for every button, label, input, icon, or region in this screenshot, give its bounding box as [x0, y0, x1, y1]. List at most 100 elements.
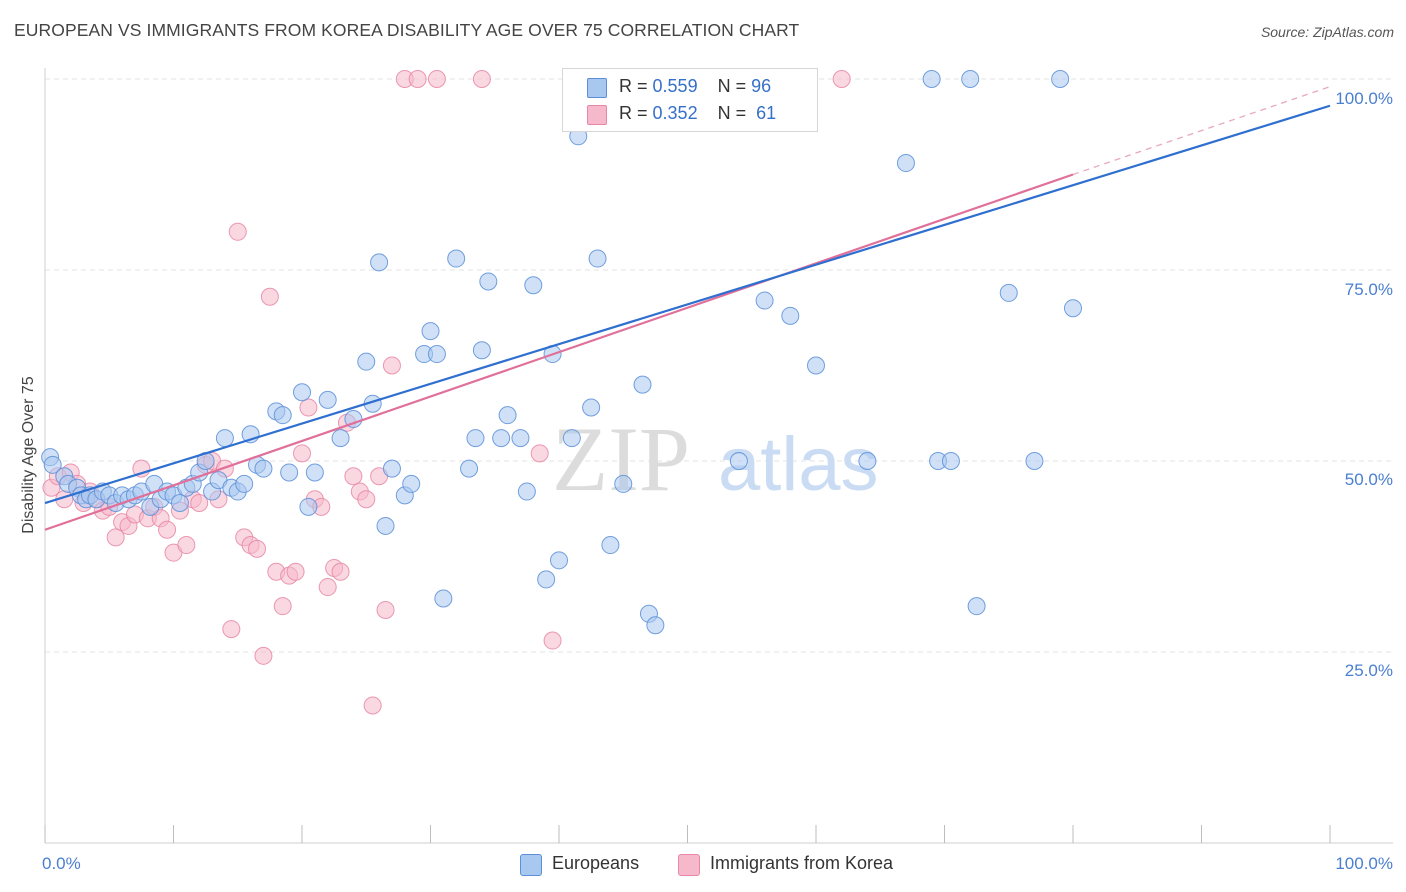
- europeans-point: [43, 455, 62, 474]
- y-axis-title: Disability Age Over 75: [20, 376, 37, 534]
- europeans-point: [273, 406, 292, 425]
- y-tick-label: 50.0%: [1345, 470, 1393, 489]
- korea-points: [42, 70, 851, 715]
- legend-r-value: 0.559: [652, 76, 698, 96]
- korea-point: [408, 70, 427, 88]
- legend-r-label: R =: [619, 76, 648, 96]
- legend-swatch-korea: [587, 105, 607, 125]
- legend-n-value: 96: [751, 76, 772, 96]
- legend-n-value: 61: [756, 103, 777, 123]
- europeans-point: [755, 291, 774, 310]
- tick-labels: 25.0% 50.0% 75.0% 100.0% 0.0% 100.0%: [42, 89, 1393, 873]
- legend-n-label: N =: [717, 103, 747, 123]
- europeans-point: [633, 375, 652, 394]
- legend-swatch-europeans: [587, 78, 607, 98]
- europeans-point: [562, 429, 581, 448]
- europeans-point: [402, 474, 421, 493]
- europeans-point: [498, 406, 517, 425]
- korea-point: [543, 631, 562, 650]
- legend-swatch-europeans: [520, 854, 542, 876]
- europeans-point: [582, 398, 601, 417]
- europeans-point: [729, 452, 748, 470]
- europeans-point: [460, 459, 479, 478]
- korea-point: [427, 70, 446, 88]
- korea-point: [260, 287, 279, 306]
- europeans-point: [517, 482, 536, 501]
- europeans-point: [524, 276, 543, 295]
- y-tick-label: 25.0%: [1345, 661, 1393, 680]
- korea-point: [106, 528, 125, 547]
- europeans-point: [1064, 299, 1082, 318]
- korea-point: [254, 646, 273, 665]
- europeans-point: [967, 597, 986, 616]
- legend-swatch-korea: [678, 854, 700, 876]
- stats-legend: R = 0.559 N = 96 R = 0.352 N = 61: [562, 68, 818, 132]
- europeans-point: [235, 474, 254, 493]
- gridlines: [45, 78, 1393, 653]
- korea-point: [286, 562, 305, 581]
- korea-point: [376, 600, 395, 619]
- europeans-point: [646, 616, 665, 635]
- europeans-point: [293, 383, 311, 402]
- europeans-point: [1051, 70, 1070, 88]
- europeans-point: [170, 494, 189, 513]
- europeans-point: [299, 497, 318, 516]
- korea-point: [293, 444, 311, 463]
- europeans-point: [357, 352, 376, 371]
- europeans-point: [331, 429, 350, 448]
- korea-trend-extension: [1072, 86, 1331, 176]
- europeans-point: [941, 452, 960, 470]
- europeans-points: [41, 70, 1082, 635]
- series-legend: Europeans Immigrants from Korea: [0, 852, 1406, 878]
- chart-source: Source: ZipAtlas.com: [1260, 24, 1394, 40]
- korea-point: [248, 539, 267, 558]
- korea-point: [190, 494, 209, 513]
- europeans-point: [421, 322, 440, 341]
- legend-n-label: N =: [717, 76, 747, 96]
- europeans-point: [588, 249, 607, 268]
- europeans-point: [807, 356, 825, 375]
- korea-point: [331, 562, 350, 581]
- korea-point: [363, 696, 382, 715]
- europeans-point: [601, 536, 620, 555]
- korea-point: [832, 70, 851, 88]
- korea-point: [222, 620, 241, 639]
- korea-point: [344, 467, 363, 486]
- x-tick-label: 100.0%: [1335, 854, 1393, 873]
- korea-trend-line: [44, 173, 1074, 531]
- europeans-point: [896, 154, 915, 173]
- y-tick-label: 75.0%: [1345, 280, 1393, 299]
- y-tick-label: 100.0%: [1335, 89, 1393, 108]
- europeans-point: [254, 459, 273, 478]
- europeans-point: [781, 306, 800, 325]
- legend-label-europeans: Europeans: [552, 853, 640, 873]
- europeans-point: [318, 390, 337, 409]
- europeans-point: [305, 463, 324, 482]
- europeans-point: [492, 429, 511, 448]
- europeans-point: [858, 452, 877, 470]
- legend-label-korea: Immigrants from Korea: [710, 853, 894, 873]
- europeans-point: [472, 341, 491, 360]
- europeans-point: [614, 474, 633, 493]
- korea-point: [382, 356, 401, 375]
- x-tick-label: 0.0%: [42, 854, 81, 873]
- europeans-trend-line: [44, 104, 1331, 505]
- europeans-point: [511, 429, 530, 448]
- korea-point: [472, 70, 491, 88]
- europeans-point: [370, 253, 389, 272]
- europeans-point: [1025, 452, 1044, 470]
- korea-point: [228, 222, 247, 241]
- korea-point: [357, 490, 376, 509]
- europeans-point: [427, 345, 446, 364]
- europeans-point: [434, 589, 453, 608]
- korea-point: [318, 578, 337, 597]
- watermark: ZIP atlas: [552, 408, 879, 510]
- korea-point: [158, 520, 177, 539]
- korea-point: [299, 398, 318, 417]
- korea-point: [177, 536, 196, 555]
- korea-point: [273, 597, 292, 616]
- trend-lines: [44, 86, 1331, 531]
- europeans-point: [999, 283, 1018, 302]
- europeans-point: [215, 429, 234, 448]
